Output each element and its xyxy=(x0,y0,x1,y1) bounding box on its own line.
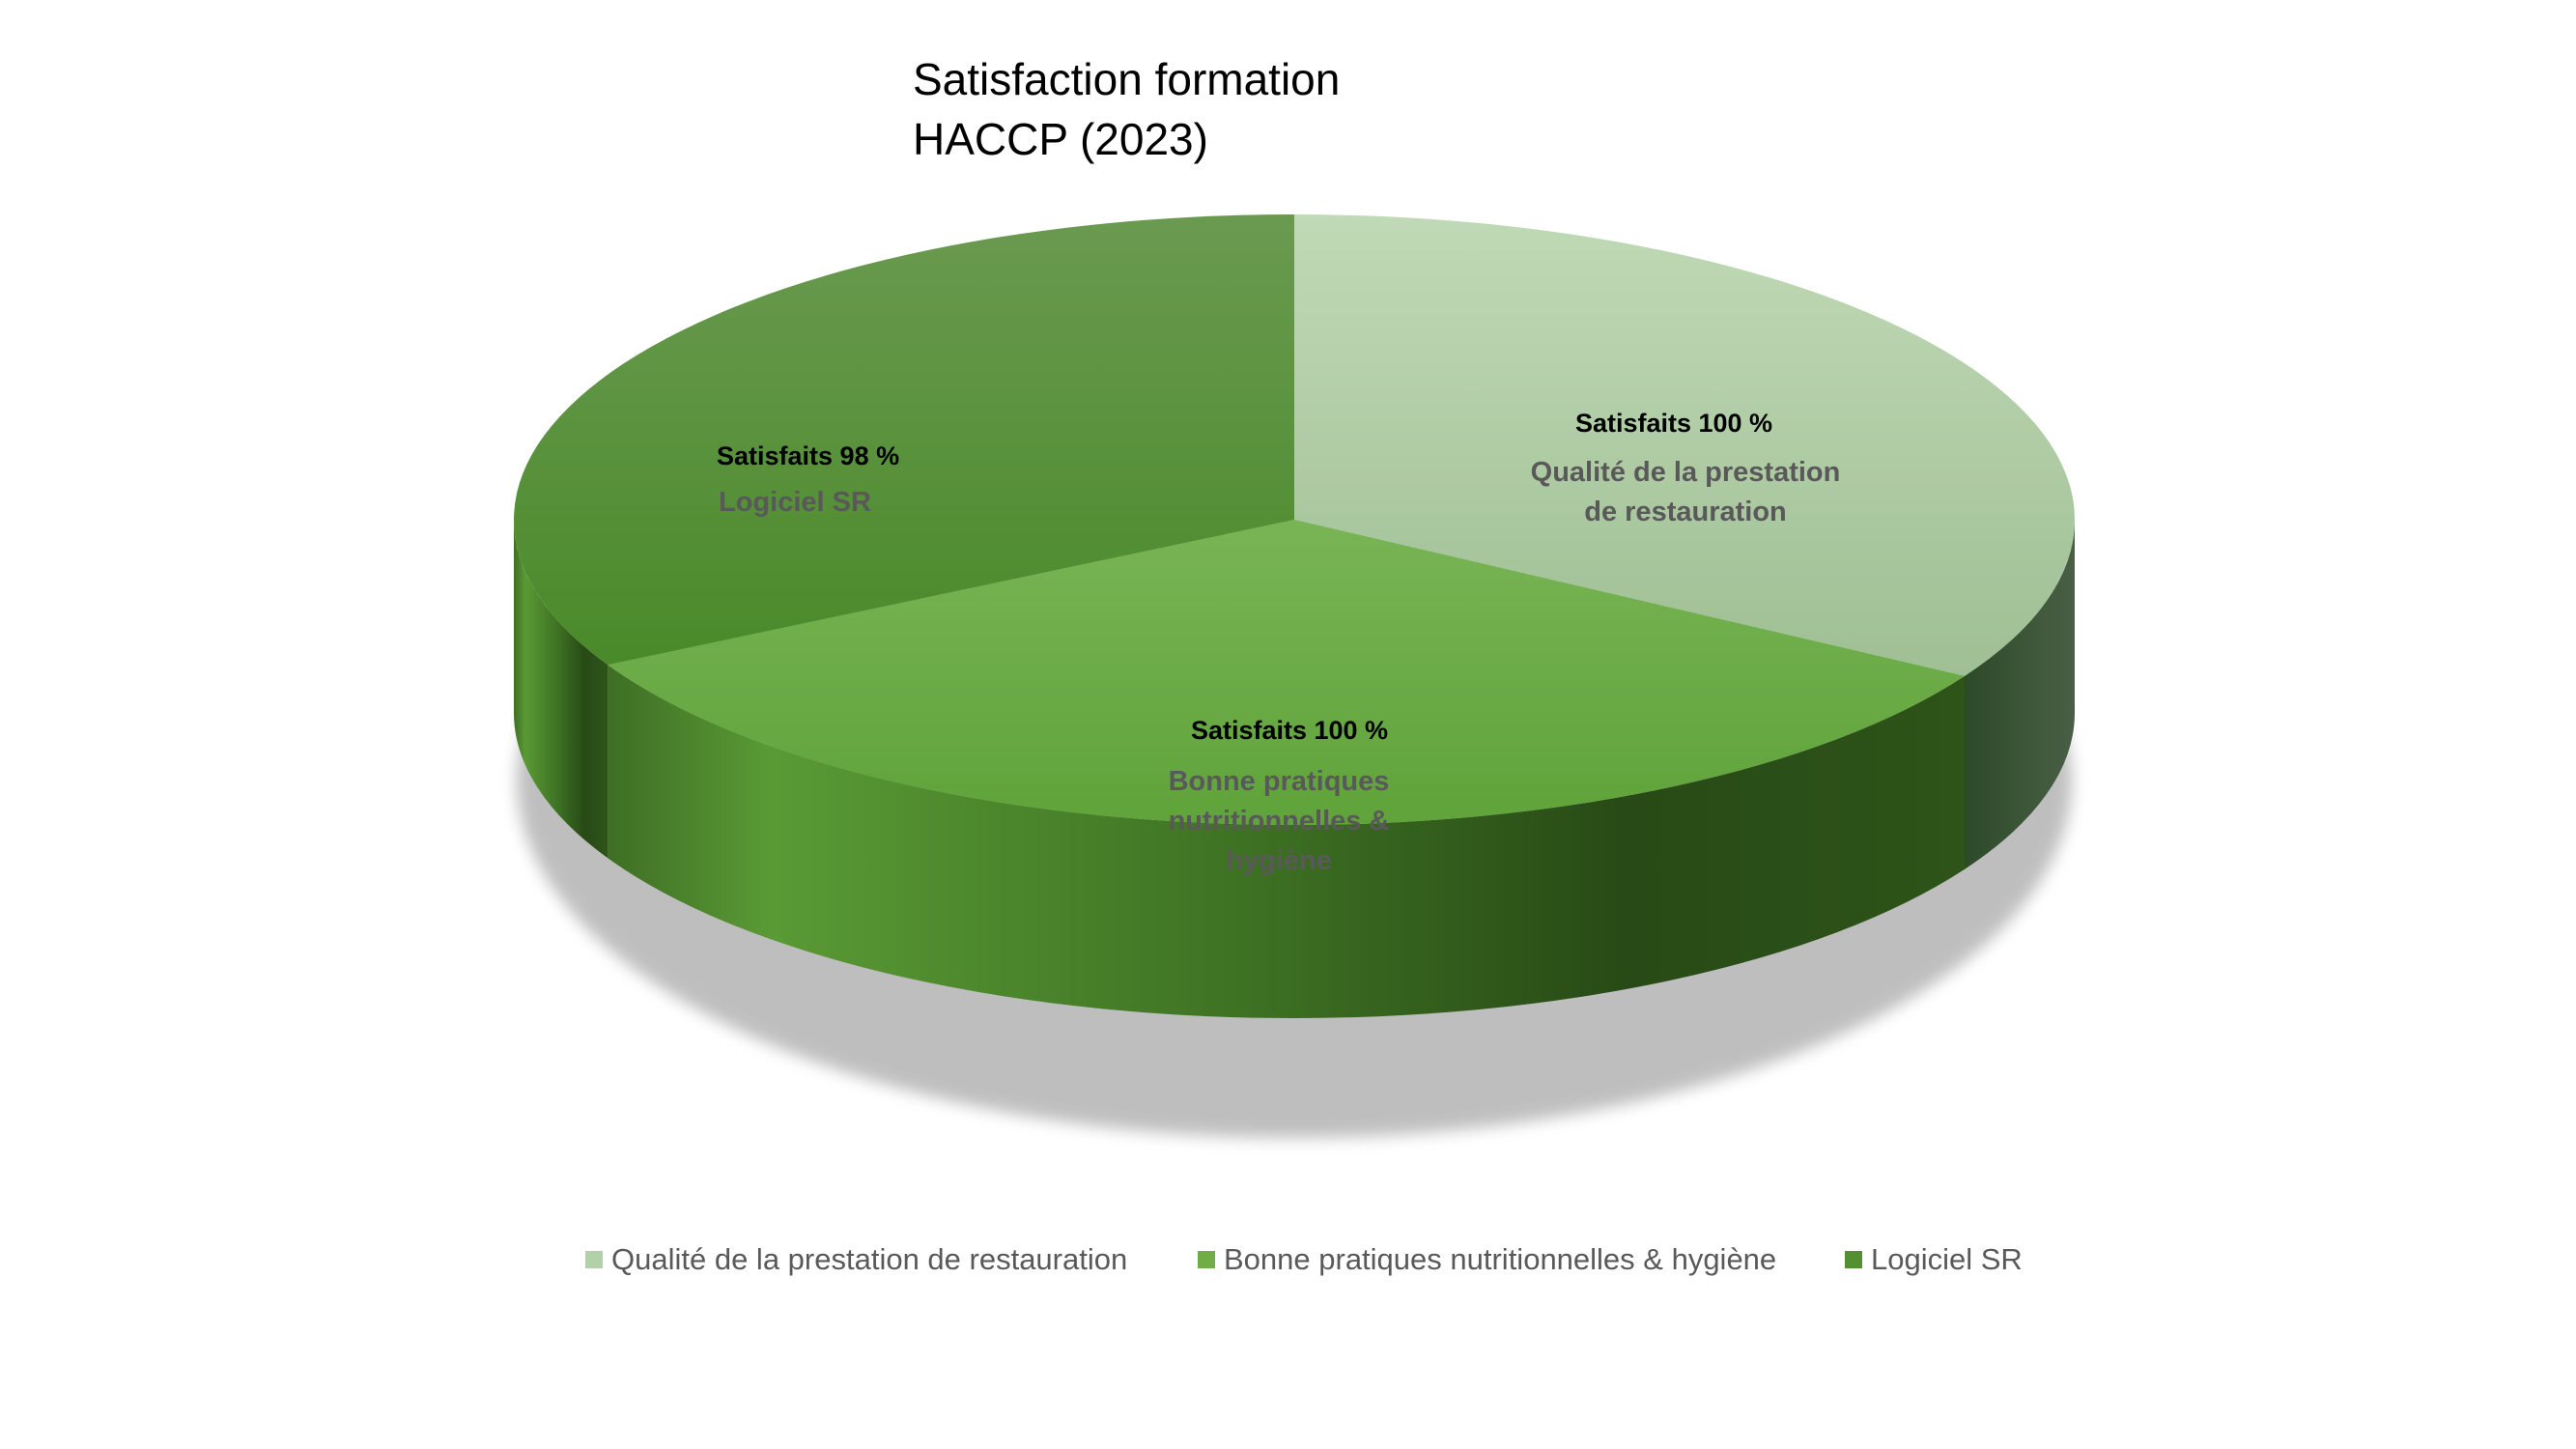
data-label-value: Satisfaits 100 % xyxy=(1575,409,1772,438)
data-label-value: Satisfaits 98 % xyxy=(717,441,899,470)
legend-item-logiciel: Logiciel SR xyxy=(1845,1242,2023,1276)
legend-swatch xyxy=(1845,1251,1862,1268)
legend-swatch xyxy=(585,1251,603,1268)
pie-slice-logiciel-side xyxy=(514,520,609,859)
legend-label: Qualité de la prestation de restauration xyxy=(611,1242,1127,1276)
pie-slice-qualite xyxy=(1294,214,2076,676)
data-label-qualite: Satisfaits 100 % Qualité de la prestatio… xyxy=(1531,409,1841,527)
data-label-category: hygiène xyxy=(1226,845,1332,876)
legend-label: Bonne pratiques nutritionnelles & hygièn… xyxy=(1224,1242,1776,1276)
pie-side-walls xyxy=(514,520,2075,1018)
data-label-category: nutritionnelles & xyxy=(1169,806,1390,837)
chart-title-line-2: HACCP (2023) xyxy=(913,114,1208,164)
pie-slice-bonne-pratiques-side xyxy=(608,665,1966,1018)
pie-slices xyxy=(513,214,2076,825)
data-label-category: Qualité de la prestation xyxy=(1531,457,1841,488)
data-label-bonne-pratiques: Satisfaits 100 % Bonne pratiques nutriti… xyxy=(1169,716,1390,876)
chart-title: Satisfaction formation HACCP (2023) xyxy=(913,54,1340,164)
legend: Qualité de la prestation de restauration… xyxy=(585,1242,2023,1276)
pie-slice-logiciel xyxy=(513,214,1294,666)
legend-item-qualite: Qualité de la prestation de restauration xyxy=(585,1242,1127,1276)
pie-slice-qualite-side xyxy=(1965,520,2075,869)
data-label-category: Logiciel SR xyxy=(719,487,871,518)
data-label-logiciel: Satisfaits 98 % Logiciel SR xyxy=(717,441,899,518)
pie-slice-bonne-pratiques xyxy=(608,520,1966,825)
legend-swatch xyxy=(1198,1251,1215,1268)
legend-item-bonne-pratiques: Bonne pratiques nutritionnelles & hygièn… xyxy=(1198,1242,1776,1276)
chart-title-line-1: Satisfaction formation xyxy=(913,54,1340,104)
data-label-value: Satisfaits 100 % xyxy=(1191,716,1388,745)
data-label-category: de restauration xyxy=(1584,497,1787,527)
data-labels: Satisfaits 100 % Qualité de la prestatio… xyxy=(717,409,1840,876)
legend-label: Logiciel SR xyxy=(1871,1242,2023,1276)
data-label-category: Bonne pratiques xyxy=(1169,766,1390,797)
